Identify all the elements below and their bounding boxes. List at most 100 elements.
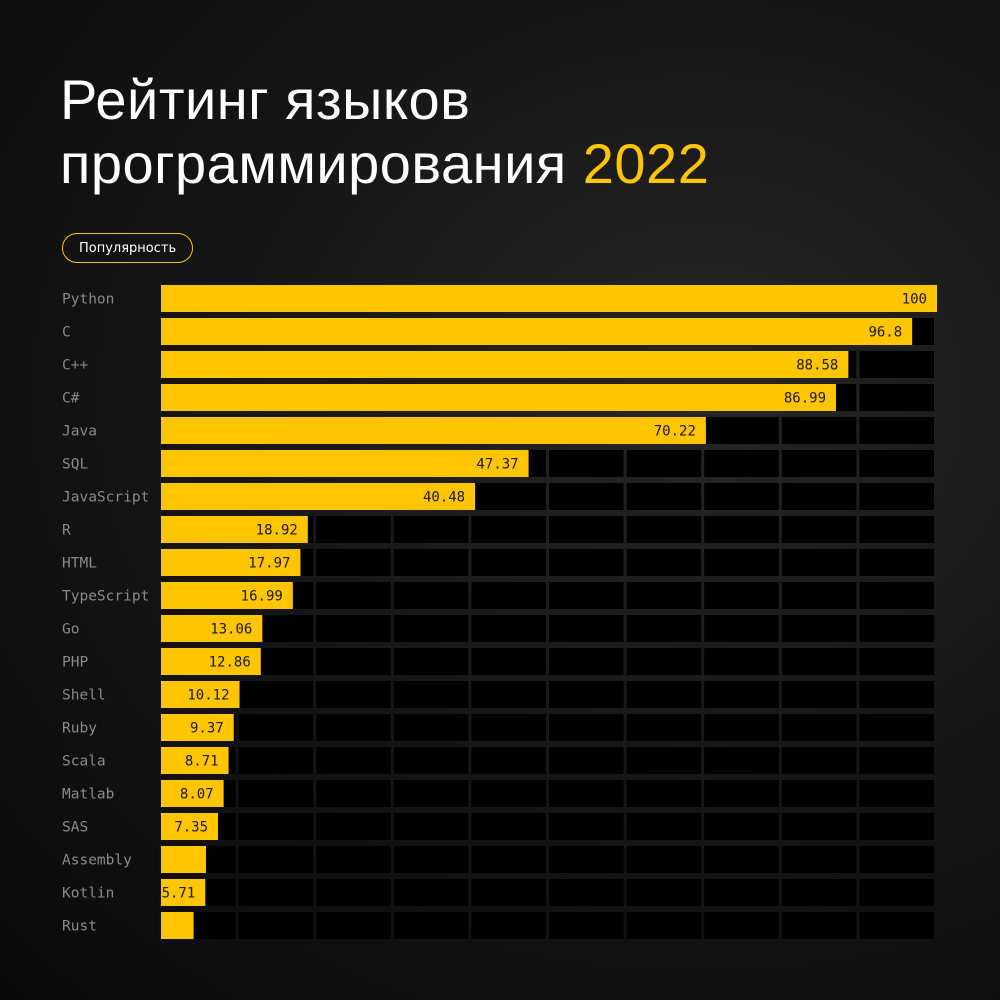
grid-cell	[316, 747, 391, 774]
value-label: 7.35	[174, 820, 208, 836]
grid-cell	[393, 582, 469, 609]
grid-cell	[781, 417, 857, 444]
grid-cell	[238, 714, 314, 741]
grid-cell	[549, 483, 624, 510]
value-label: 16.99	[241, 589, 283, 605]
bar	[161, 615, 263, 642]
category-label: Shell	[62, 688, 106, 704]
grid-cell	[549, 582, 624, 609]
value-label: 88.58	[796, 358, 838, 374]
bar	[161, 483, 476, 510]
popularity-badge: Популярность	[62, 233, 194, 263]
grid-cell	[626, 450, 702, 477]
grid-cell	[316, 714, 391, 741]
grid-cell	[781, 879, 857, 906]
grid-cell	[859, 516, 934, 543]
grid-cell	[238, 681, 314, 708]
grid-cell	[393, 912, 469, 939]
grid-cell	[781, 483, 857, 510]
grid-cell	[238, 912, 314, 939]
grid-cell	[781, 582, 857, 609]
category-label: C++	[62, 358, 88, 374]
grid-cell	[471, 582, 546, 609]
grid-cell	[704, 879, 779, 906]
grid-cell	[704, 846, 779, 873]
grid-cell	[471, 747, 546, 774]
grid-cell	[704, 714, 779, 741]
grid-cell	[859, 450, 934, 477]
grid-cell	[859, 714, 934, 741]
value-label: 9.37	[190, 721, 224, 737]
grid-cell	[781, 912, 857, 939]
value-label: 47.37	[476, 457, 518, 473]
grid-cell	[704, 681, 779, 708]
bar	[161, 681, 240, 708]
grid-cell	[859, 582, 934, 609]
grid-cell	[626, 549, 702, 576]
title-line-2: программирования	[60, 132, 567, 195]
grid-cell	[626, 846, 702, 873]
bar	[161, 516, 308, 543]
grid-cell	[471, 780, 546, 807]
grid-cell	[704, 813, 779, 840]
value-label: 100	[902, 292, 927, 308]
bar	[161, 417, 706, 444]
grid-cell	[471, 714, 546, 741]
grid-cell	[393, 549, 469, 576]
bar	[161, 813, 219, 840]
bar	[161, 549, 301, 576]
grid-cell	[626, 912, 702, 939]
bar	[161, 912, 194, 939]
grid-cell	[781, 846, 857, 873]
grid-cell	[316, 846, 391, 873]
title-year: 2022	[582, 132, 710, 195]
grid-cell	[238, 780, 314, 807]
grid-cell	[316, 813, 391, 840]
grid-cell	[781, 780, 857, 807]
grid-cell	[626, 582, 702, 609]
grid-cell	[626, 615, 702, 642]
grid-cell	[859, 351, 934, 378]
bar	[161, 714, 234, 741]
grid-cell	[859, 648, 934, 675]
grid-cell	[316, 516, 391, 543]
grid-cell	[704, 483, 779, 510]
grid-cell	[316, 681, 391, 708]
value-label: 5.71	[162, 886, 196, 902]
grid-cell	[549, 681, 624, 708]
bar	[161, 582, 293, 609]
grid-cell	[626, 879, 702, 906]
grid-cell	[549, 813, 624, 840]
category-label: SQL	[62, 457, 88, 473]
grid-cell	[781, 813, 857, 840]
grid-cell	[704, 648, 779, 675]
grid-cell	[626, 516, 702, 543]
value-label: 18.92	[256, 523, 298, 539]
grid-cell	[704, 549, 779, 576]
value-label: 17.97	[248, 556, 290, 572]
grid-cell	[549, 549, 624, 576]
category-label: JavaScript	[62, 490, 149, 506]
grid-cell	[471, 516, 546, 543]
grid-cell	[238, 846, 314, 873]
grid-cell	[549, 516, 624, 543]
title-line-1: Рейтинг языков	[60, 68, 471, 131]
grid-cell	[859, 747, 934, 774]
category-label: HTML	[62, 556, 97, 572]
grid-cell	[781, 714, 857, 741]
grid-cell	[471, 912, 546, 939]
grid-cell	[626, 780, 702, 807]
grid-cell	[471, 549, 546, 576]
value-label: 12.86	[209, 655, 251, 671]
grid-cell	[393, 516, 469, 543]
grid-cell	[471, 615, 546, 642]
grid-cell	[238, 879, 314, 906]
category-label: C	[62, 325, 71, 341]
grid-cell	[316, 615, 391, 642]
category-label: Assembly	[62, 853, 132, 869]
grid-cell	[859, 483, 934, 510]
value-label: 13.06	[210, 622, 252, 638]
grid-cell	[704, 450, 779, 477]
grid-cell	[859, 813, 934, 840]
